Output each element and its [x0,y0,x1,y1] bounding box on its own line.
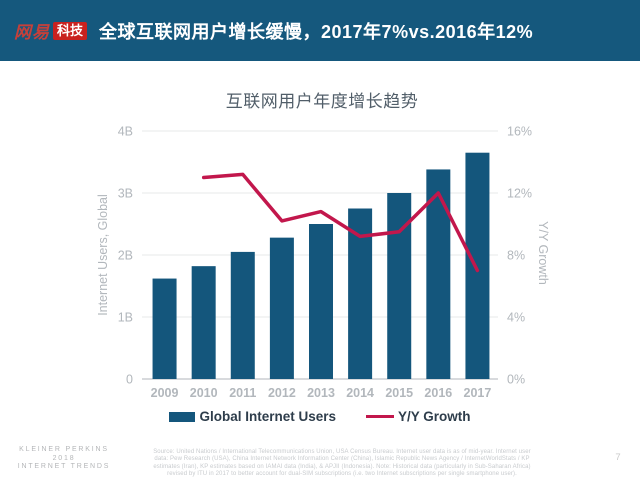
line-series-label: Y/Y Growth [398,409,471,424]
bar-2012 [269,237,294,379]
bar-2010 [191,266,216,379]
x-label-2013: 2013 [307,386,335,400]
x-label-2016: 2016 [424,386,452,400]
bar-2009 [152,278,177,379]
right-tick-8%: 8% [507,249,525,263]
source-line-3: estimates (Iran), KP estimates based on … [153,463,531,470]
page-number: 7 [615,452,621,463]
source-line-4: revised by ITU in 2017 to better account… [167,470,517,477]
x-label-2015: 2015 [385,386,413,400]
right-tick-12%: 12% [507,187,532,201]
bar-2013 [309,224,333,379]
source-line-1: Source: United Nations / International T… [153,449,531,455]
right-tick-0%: 0% [507,373,525,387]
bar-2017 [465,152,490,379]
article-headline: 全球互联网用户增长缓慢，2017年7%vs.2016年12% [99,21,534,42]
x-label-2014: 2014 [346,386,374,400]
x-label-2009: 2009 [151,386,179,400]
bar-2011 [230,251,255,379]
brand-line-3: INTERNET TRENDS [17,463,111,471]
tech-logo-badge: 科技 [53,21,88,40]
brand-line-1: KLEINER PERKINS [19,446,109,453]
left-tick-2B: 2B [118,249,133,263]
right-tick-4%: 4% [507,311,525,325]
chart-title: 互联网用户年度增长趋势 [225,92,419,111]
right-tick-16%: 16% [507,125,532,139]
chart-legend: Global Internet Users Y/Y Growth [0,409,640,424]
legend-item-bars: Global Internet Users [169,409,336,424]
x-label-2011: 2011 [229,386,256,400]
line-series-swatch [366,414,395,419]
left-tick-1B: 1B [118,311,133,325]
x-label-2017: 2017 [464,386,492,400]
netease-tech-logo[interactable]: 网易 科技 [14,18,88,43]
left-tick-0: 0 [126,373,133,387]
source-line-2: data: Pew Research (USA), China Internet… [154,456,530,463]
left-tick-3B: 3B [118,187,133,201]
bar-series-swatch [169,411,196,422]
kleiner-perkins-brand: KLEINER PERKINS 2018 INTERNET TRENDS [8,446,120,472]
netease-logo-text: 网易 [14,23,50,42]
brand-line-2: 2018 [52,454,76,462]
bar-2015 [387,193,412,379]
source-note: Source: United Nations / International T… [128,449,556,478]
x-label-2010: 2010 [190,386,218,400]
left-tick-4B: 4B [118,125,133,139]
x-label-2012: 2012 [268,386,296,400]
bar-2016 [426,169,451,379]
legend-item-line: Y/Y Growth [366,409,471,424]
bar-series-label: Global Internet Users [199,409,337,424]
top-bar: 网易 科技 全球互联网用户增长缓慢，2017年7%vs.2016年12% [0,0,640,61]
yy-growth-line [201,172,480,273]
